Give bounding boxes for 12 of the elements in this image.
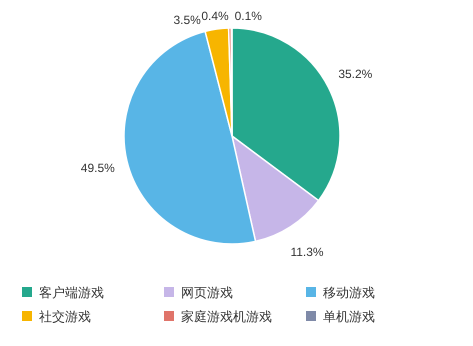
legend-label: 社交游戏 [39, 309, 91, 324]
legend-label: 单机游戏 [323, 309, 375, 324]
data-label: 49.5% [80, 161, 116, 176]
data-label: 35.2% [338, 67, 373, 82]
data-label: 11.3% [290, 244, 324, 259]
legend-label: 家庭游戏机游戏 [181, 309, 272, 324]
data-label: 0.1% [234, 9, 262, 23]
legend-label: 客户端游戏 [39, 285, 104, 300]
data-label: 0.4% [201, 9, 230, 23]
legend-label: 网页游戏 [181, 285, 233, 300]
data-label: 3.5% [173, 13, 202, 27]
legend-label: 移动游戏 [323, 285, 375, 300]
